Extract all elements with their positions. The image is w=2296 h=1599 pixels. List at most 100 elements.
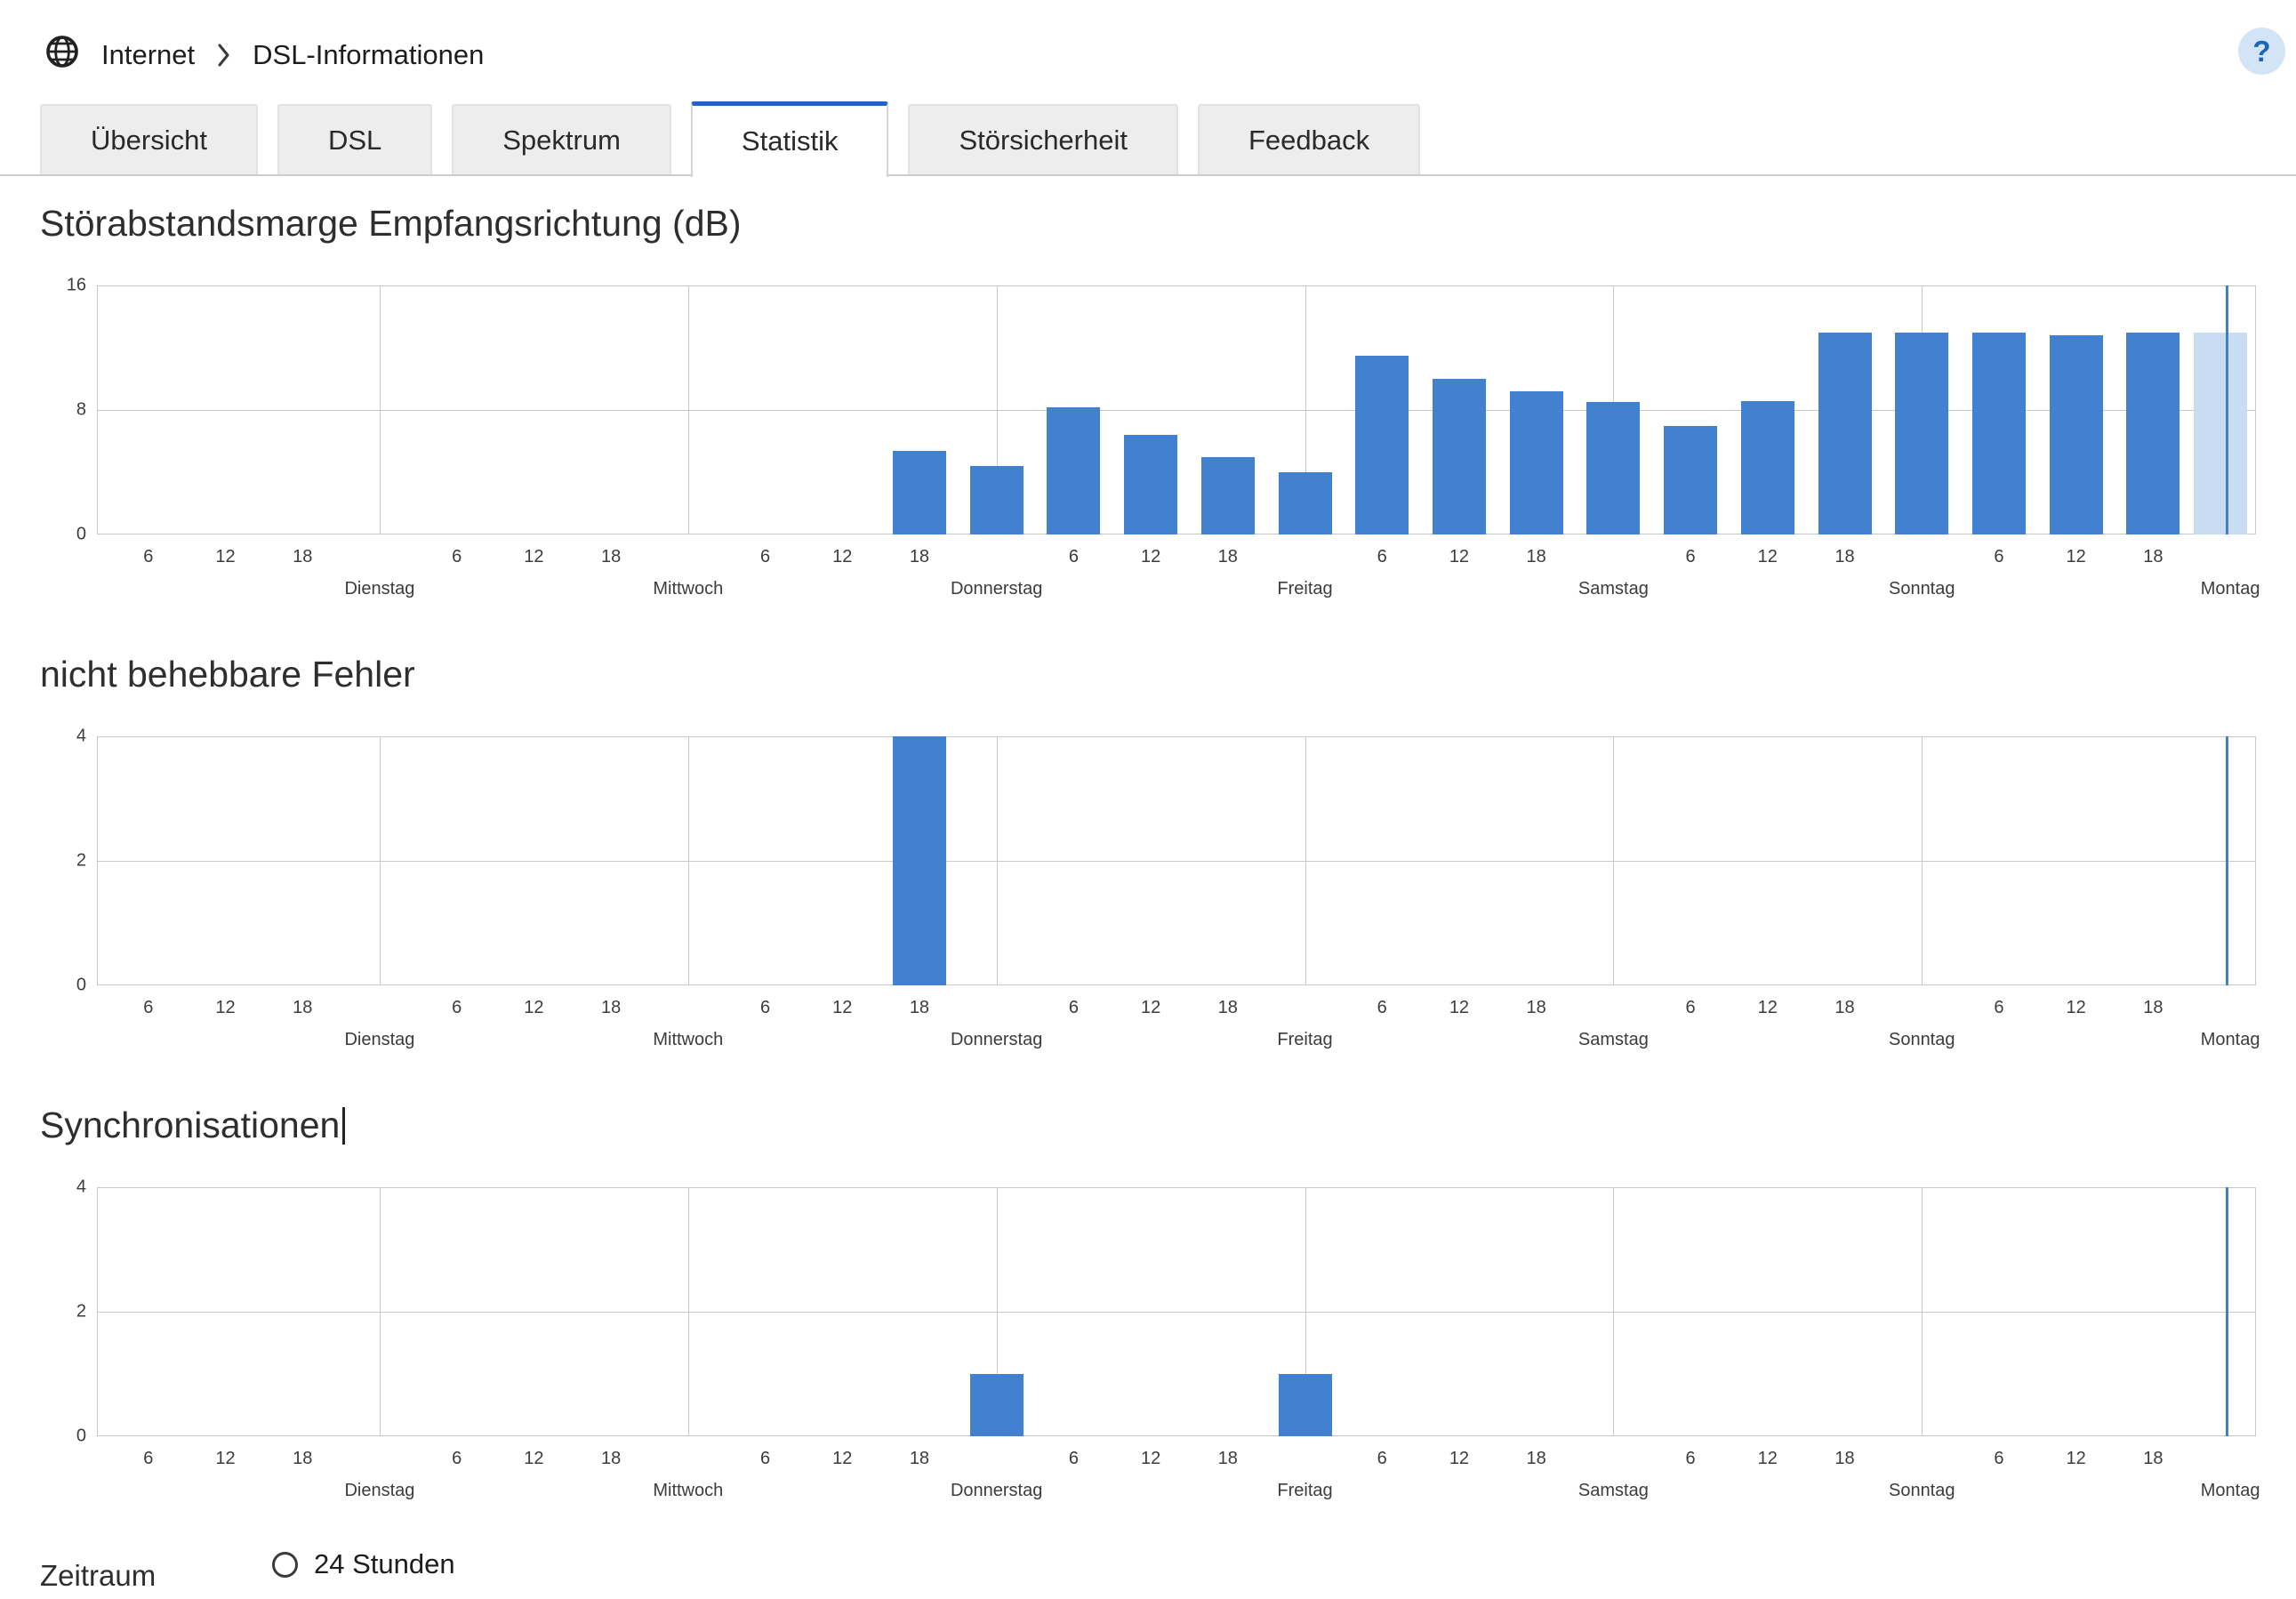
x-tick-label: 12 [832,547,853,566]
chart-title: nicht behebbare Fehler [40,654,415,695]
y-axis-label: 0 [76,975,86,995]
radio-option-24-stunden[interactable]: 24 Stunden [272,1543,455,1580]
tab-bar: Übersicht DSL Spektrum Statistik Störsic… [0,101,2296,177]
plot-area: 0 8 16 [67,276,2256,544]
radio-unchecked-icon[interactable] [272,1551,298,1578]
gridline-day-boundary [996,285,998,534]
day-label: Freitag [1277,1030,1333,1049]
day-label: Dienstag [344,1030,415,1049]
x-axis-day-labels: Dienstag Mittwoch Donnerstag Freitag Samstag… [97,1026,2260,1062]
globe-icon [44,34,80,76]
tab-stoersicherheit[interactable]: Störsicherheit [908,104,1178,174]
day-label: Sonntag [1888,1481,1955,1500]
tab-dsl[interactable]: DSL [277,104,433,174]
x-tick-label: 18 [2143,547,2164,566]
day-label: Mittwoch [653,1030,724,1049]
top-bar: Internet DSL-Informationen ? [0,0,2296,101]
x-tick-label: 12 [2066,547,2086,566]
x-tick-label: 6 [759,1449,771,1468]
x-tick-label: 12 [1757,998,1778,1017]
x-tick-label: 6 [1994,1449,2004,1468]
x-tick-label: 6 [1994,547,2004,566]
x-tick-label: 6 [1068,547,1079,566]
plot-left-border [97,285,98,534]
plot-right-border [2255,1187,2256,1436]
x-tick-label: 6 [1685,547,1696,566]
x-tick-label: 18 [293,547,313,566]
data-bar [1895,332,1949,534]
data-bar [1586,402,1641,534]
day-label: Sonntag [1888,1030,1955,1049]
data-bar [969,1374,1024,1436]
tab-statistik[interactable]: Statistik [690,101,889,177]
day-label: Montag [2200,579,2260,599]
chevron-right-icon [216,43,231,68]
help-button[interactable]: ? [2238,28,2285,75]
x-tick-label: 12 [1140,547,1161,566]
x-axis-hour-ticks: 6 12 18 6 12 18 6 12 18 6 12 18 6 12 18 6 12 18 6 12 18 [97,985,2256,1026]
x-tick-label: 12 [1449,998,1470,1017]
data-bar [1278,472,1332,534]
x-tick-label: 6 [1994,998,2004,1017]
x-tick-label: 12 [1140,998,1161,1017]
gridline-day-boundary [1305,736,1306,985]
x-tick-label: 6 [143,1449,154,1468]
x-tick-label: 12 [2066,998,2086,1017]
chart-title: Synchronisationen [40,1105,2256,1146]
data-bar [1432,379,1486,534]
gridline-horizontal [97,984,2256,985]
gridline-horizontal [97,1435,2256,1436]
x-tick-label: 12 [2066,1449,2086,1468]
tab-uebersicht[interactable]: Übersicht [40,104,258,174]
day-label: Samstag [1577,1481,1649,1500]
gridline-horizontal [97,410,2256,411]
data-bar [1355,355,1409,534]
gridline-day-boundary [1922,736,1923,985]
data-bar [1278,1374,1332,1436]
gridline-day-boundary [379,736,381,985]
day-label: Freitag [1277,1481,1333,1500]
x-tick-label: 12 [524,547,544,566]
x-tick-label: 6 [1685,998,1696,1017]
data-bar [1200,456,1255,534]
gridline-horizontal [97,736,2256,737]
x-tick-label: 18 [909,547,930,566]
day-label: Montag [2200,1030,2260,1049]
x-tick-label: 18 [600,1449,622,1468]
x-tick-label: 6 [143,547,154,566]
x-tick-label: 18 [2143,998,2164,1017]
x-tick-label: 18 [1217,1449,1238,1468]
x-tick-label: 6 [1377,1449,1387,1468]
x-tick-label: 6 [1068,1449,1079,1468]
data-bar [892,450,946,534]
gridline-day-boundary [687,285,689,534]
day-label: Mittwoch [653,579,724,599]
plot-left-border [97,736,98,985]
x-tick-label: 6 [759,547,771,566]
day-label: Freitag [1277,579,1333,599]
x-axis-hour-ticks: 6 12 18 6 12 18 6 12 18 6 12 18 6 12 18 6 12 18 6 12 18 [97,534,2256,575]
x-tick-label: 18 [1834,547,1855,566]
tab-feedback[interactable]: Feedback [1197,104,1421,174]
plot-area: 0 2 4 [76,1177,2256,1446]
gridline-day-boundary [687,1187,689,1436]
data-bar [2049,335,2103,534]
x-tick-label: 18 [1526,547,1546,566]
x-tick-label: 12 [832,1449,853,1468]
chart-title: Störabstandsmarge Empfangsrichtung (dB) [40,203,742,244]
gridline-horizontal [97,1187,2256,1188]
day-label: Dienstag [344,1481,415,1500]
tab-spektrum[interactable]: Spektrum [452,104,671,174]
breadcrumb-internet[interactable]: Internet [101,39,196,70]
day-label: Samstag [1577,579,1649,599]
gridline-day-boundary [1922,1187,1923,1436]
x-tick-label: 18 [1834,1449,1855,1468]
x-tick-label: 18 [909,998,930,1017]
chart-synchronizations: Synchronisationen 0 2 4 6 12 18 6 12 18 6 12 18 6 12… [0,1105,2296,1513]
x-tick-label: 18 [293,998,313,1017]
breadcrumb: Internet DSL-Informationen [44,34,484,76]
x-tick-label: 12 [215,547,236,566]
x-tick-label: 6 [1685,1449,1696,1468]
x-tick-label: 18 [600,998,622,1017]
chart-uncorrectable-errors: nicht behebbare Fehler 0 2 4 6 12 18 6 12 18 6 12… [0,654,2296,1062]
